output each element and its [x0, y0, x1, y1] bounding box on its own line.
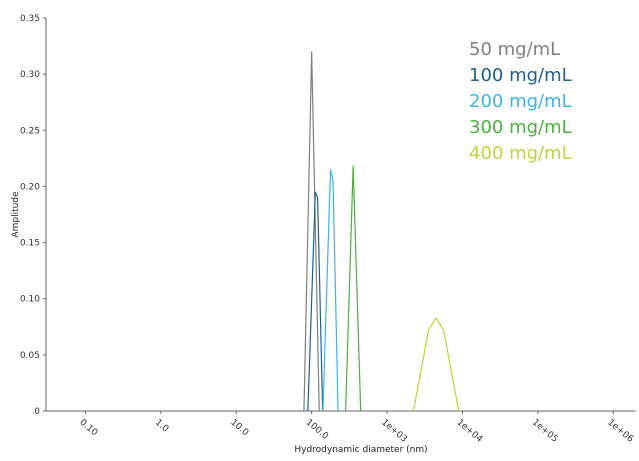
y-tick-label: 0.25: [20, 126, 40, 136]
x-axis-title: Hydrodynamic diameter (nm): [294, 445, 427, 455]
series-line-3: [322, 168, 339, 412]
legend: 50 mg/mL 100 mg/mL 200 mg/mL 300 mg/mL 400 m…: [469, 39, 572, 164]
x-tick-label: 0.10: [78, 418, 100, 439]
x-tick-label: 1e+04: [455, 418, 485, 445]
series-line-2: [307, 191, 324, 412]
y-tick-label: 0.30: [20, 70, 40, 80]
x-ticks: 0.10 1.0 10.0 100.0 1e+03 1e+04 1e+05 1e+06: [78, 411, 635, 445]
y-tick-label: 0.35: [20, 14, 40, 24]
legend-entry-2: 100 mg/mL: [469, 65, 572, 86]
y-tick-label: 0.20: [20, 182, 40, 192]
x-tick-label: 1.0: [153, 418, 171, 435]
legend-entry-5: 400 mg/mL: [469, 143, 572, 164]
x-tick-label: 1e+03: [379, 418, 409, 445]
legend-entry-3: 200 mg/mL: [469, 91, 572, 112]
y-tick-label: 0.15: [20, 239, 40, 249]
legend-entry-1: 50 mg/mL: [469, 39, 560, 60]
series-line-5: [412, 317, 460, 412]
legend-entry-4: 300 mg/mL: [469, 117, 572, 138]
x-tick-label: 1e+06: [605, 418, 635, 445]
y-axis-title: Amplitude: [11, 191, 21, 238]
y-ticks: 0 0.05 0.10 0.15 0.20 0.25 0.30 0.35: [20, 14, 46, 417]
series-layer: [303, 51, 460, 412]
y-tick-label: 0: [34, 407, 40, 417]
series-line-1: [303, 51, 320, 412]
y-tick-label: 0.10: [20, 295, 40, 305]
series-line-4: [345, 165, 362, 412]
x-tick-label: 100.0: [304, 418, 330, 442]
x-tick-label: 10.0: [228, 418, 250, 439]
y-tick-label: 0.05: [20, 351, 40, 361]
x-tick-label: 1e+05: [530, 418, 560, 445]
